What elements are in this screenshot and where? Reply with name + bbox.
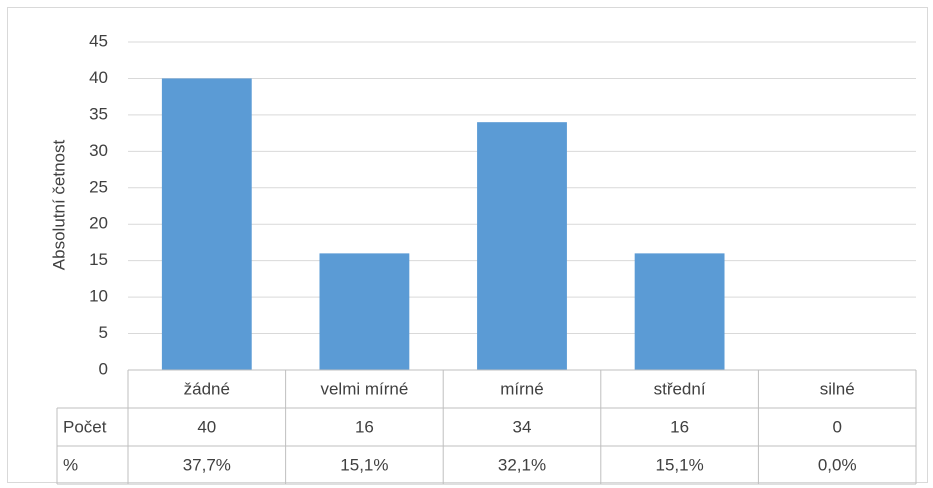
table-row-label: Počet (63, 417, 107, 436)
table-row-label: % (63, 455, 78, 474)
y-tick-label: 20 (89, 214, 108, 233)
table-percent: 0,0% (818, 455, 857, 474)
table-count: 34 (513, 417, 532, 436)
y-tick-label: 30 (89, 141, 108, 160)
x-tick-label: silné (820, 379, 855, 398)
x-tick-label: žádné (184, 379, 230, 398)
y-tick-label: 10 (89, 287, 108, 306)
table-percent: 15,1% (655, 455, 703, 474)
y-tick-label: 40 (89, 68, 108, 87)
bar (477, 122, 567, 370)
y-tick-label: 15 (89, 250, 108, 269)
x-tick-label: mírné (500, 379, 543, 398)
y-axis-label: Absolutní četnost (49, 140, 68, 271)
y-tick-label: 5 (99, 323, 108, 342)
table-count: 16 (355, 417, 374, 436)
y-tick-label: 0 (99, 359, 108, 378)
bar (319, 253, 410, 370)
x-tick-label: velmi mírné (320, 379, 408, 398)
y-tick-label: 45 (89, 31, 108, 50)
y-tick-label: 35 (89, 104, 108, 123)
bar (161, 78, 252, 370)
y-tick-label: 25 (89, 177, 108, 196)
table-count: 0 (832, 417, 841, 436)
table-count: 40 (197, 417, 216, 436)
table-count: 16 (670, 417, 689, 436)
table-percent: 32,1% (498, 455, 546, 474)
bar (634, 253, 725, 370)
table-percent: 15,1% (340, 455, 388, 474)
chart-border (7, 7, 928, 483)
x-tick-label: střední (654, 379, 706, 398)
table-percent: 37,7% (183, 455, 231, 474)
